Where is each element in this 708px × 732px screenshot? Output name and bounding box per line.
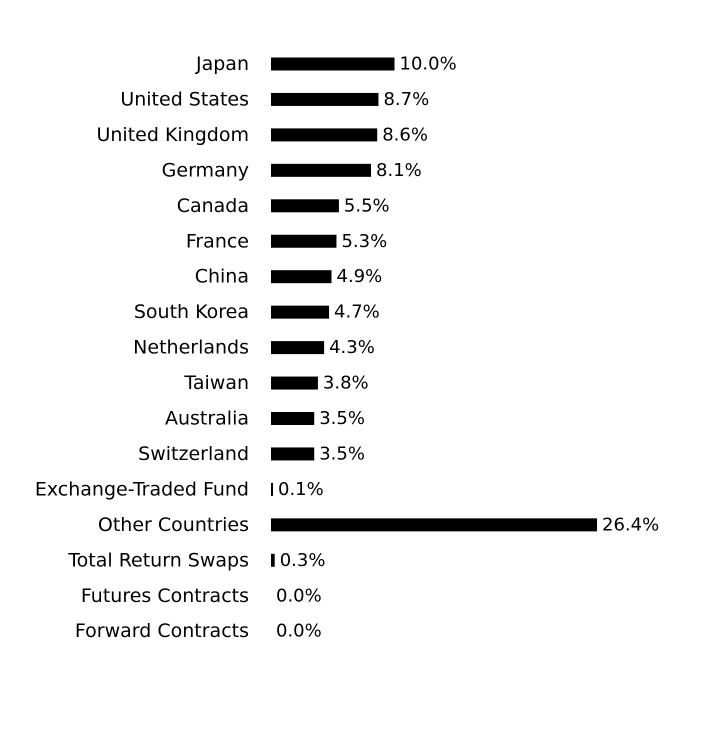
category-label-france: France	[186, 230, 249, 252]
bar-japan	[271, 57, 395, 71]
bar-taiwan	[271, 376, 318, 390]
category-label-japan: Japan	[195, 53, 249, 75]
value-label-switzerland: 3.5%	[319, 443, 365, 464]
value-label-france: 5.3%	[341, 231, 387, 252]
bar-germany	[271, 163, 372, 177]
value-label-taiwan: 3.8%	[323, 373, 369, 394]
bars-layer	[271, 57, 598, 567]
bar-canada	[271, 199, 339, 213]
value-label-exchange-traded-fund: 0.1%	[278, 479, 324, 500]
category-label-futures-contracts: Futures Contracts	[81, 585, 249, 607]
bar-united-states	[271, 92, 379, 106]
bar-australia	[271, 412, 315, 425]
bar-france	[271, 234, 337, 248]
bar-total-return-swaps	[271, 553, 275, 567]
category-label-south-korea: South Korea	[134, 301, 249, 323]
labels-layer: Japan 10.0% United States 8.7% United Kingdo…	[35, 53, 659, 642]
bar-switzerland	[271, 447, 315, 461]
value-label-japan: 10.0%	[400, 54, 457, 75]
category-label-united-kingdom: United Kingdom	[96, 124, 249, 146]
value-label-germany: 8.1%	[376, 160, 422, 181]
value-label-forward-contracts: 0.0%	[276, 621, 322, 642]
category-label-total-return-swaps: Total Return Swaps	[67, 549, 249, 571]
value-label-futures-contracts: 0.0%	[276, 585, 322, 606]
category-label-switzerland: Switzerland	[138, 443, 249, 465]
category-label-other-countries: Other Countries	[98, 514, 249, 536]
category-label-australia: Australia	[165, 408, 249, 430]
value-label-canada: 5.5%	[344, 195, 390, 216]
value-label-south-korea: 4.7%	[334, 302, 380, 323]
value-label-australia: 3.5%	[319, 408, 365, 429]
bar-united-kingdom	[271, 128, 378, 142]
category-label-canada: Canada	[177, 195, 249, 217]
category-label-china: China	[195, 266, 249, 288]
category-label-forward-contracts: Forward Contracts	[75, 620, 249, 642]
value-label-total-return-swaps: 0.3%	[280, 550, 326, 571]
value-label-united-states: 8.7%	[383, 89, 429, 110]
category-label-germany: Germany	[162, 159, 249, 181]
bar-netherlands	[271, 341, 325, 355]
bar-china	[271, 270, 332, 284]
value-label-other-countries: 26.4%	[602, 514, 659, 535]
category-label-united-states: United States	[120, 88, 249, 110]
value-label-netherlands: 4.3%	[329, 337, 375, 358]
bar-south-korea	[271, 305, 330, 319]
bar-other-countries	[271, 518, 598, 532]
value-label-china: 4.9%	[337, 266, 383, 287]
category-label-taiwan: Taiwan	[183, 372, 249, 394]
category-label-exchange-traded-fund: Exchange-Traded Fund	[35, 478, 249, 500]
value-label-united-kingdom: 8.6%	[382, 124, 428, 145]
category-label-netherlands: Netherlands	[133, 337, 249, 359]
bar-exchange-traded-fund	[271, 482, 273, 496]
